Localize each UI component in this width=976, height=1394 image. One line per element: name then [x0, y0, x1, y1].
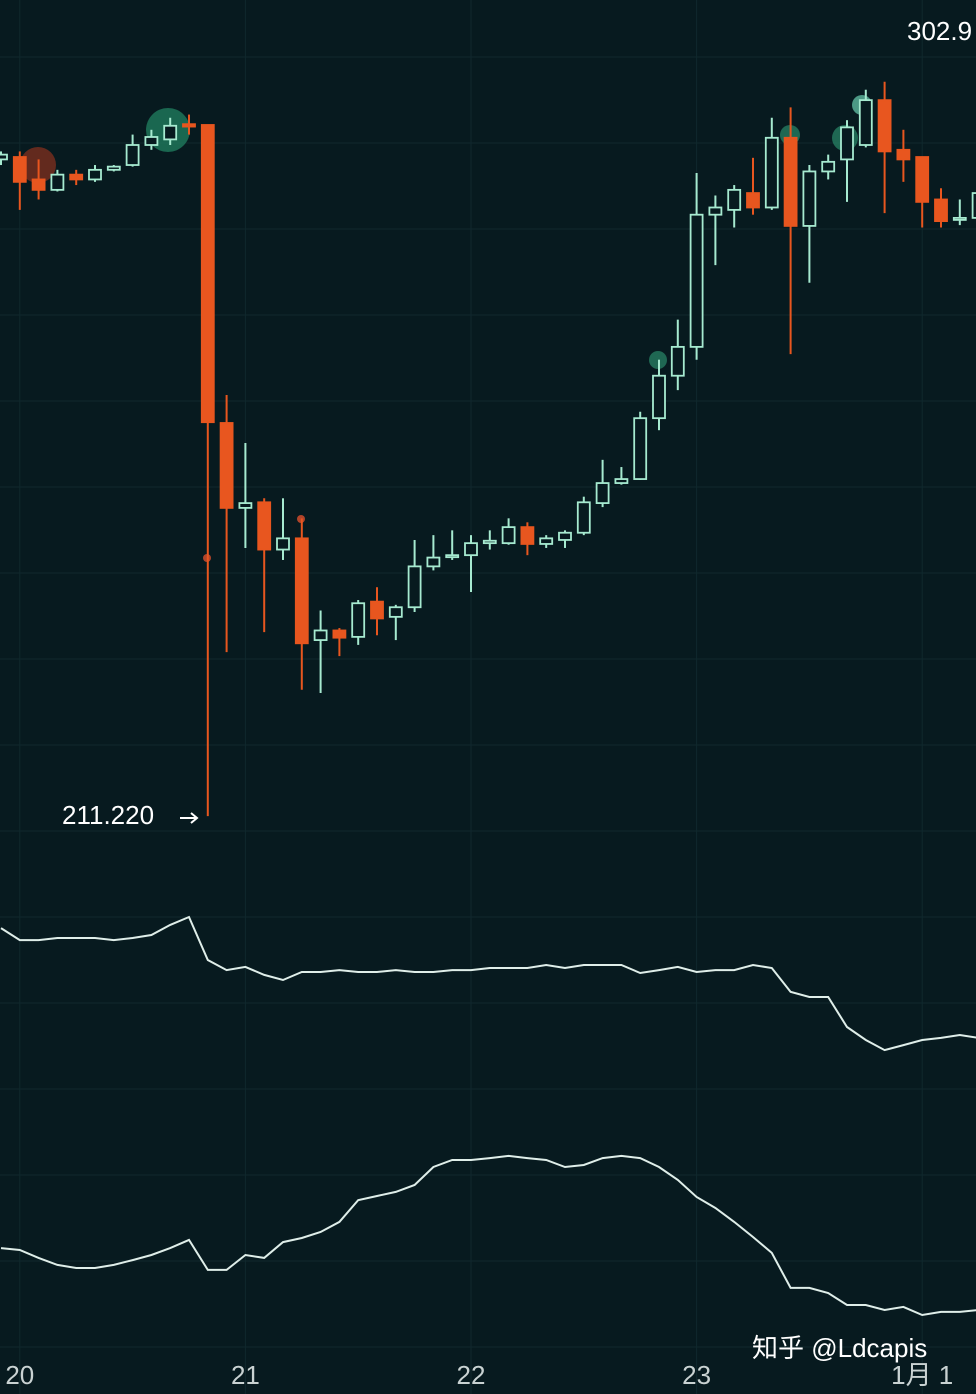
- candle-body: [482, 539, 497, 545]
- candle-body: [219, 422, 234, 509]
- candle-body: [934, 198, 948, 223]
- candle-body: [689, 213, 704, 348]
- indicator-line: [0, 915, 976, 1052]
- candle-body: [633, 417, 648, 480]
- candle-body: [182, 123, 196, 128]
- candle-body: [520, 526, 535, 545]
- candle-body: [31, 178, 46, 191]
- x-tick-label: 22: [457, 1360, 486, 1390]
- candle-body: [426, 556, 441, 568]
- candle-body: [313, 629, 328, 641]
- candle-body: [652, 374, 666, 420]
- candle-body: [915, 156, 930, 203]
- annotation: 211.220: [62, 800, 154, 830]
- candle-body: [501, 526, 516, 545]
- candle-body: [971, 192, 976, 219]
- x-tick-label: 20: [5, 1360, 34, 1390]
- candle-body: [896, 148, 911, 161]
- candle-body: [0, 153, 8, 161]
- annotation-arrow: [190, 812, 199, 824]
- candle-body: [708, 206, 723, 216]
- plot-area: 20 21 22 23 1月 1: [0, 81, 976, 1390]
- candle-body: [595, 482, 610, 504]
- candle-body: [802, 170, 817, 227]
- candle-body: [238, 502, 253, 509]
- candle-body: [746, 192, 760, 209]
- candle-body: [464, 542, 478, 557]
- candle-body: [276, 537, 290, 551]
- candle-body: [952, 217, 967, 221]
- candle-body: [69, 173, 84, 181]
- x-tick-label: 21: [231, 1360, 260, 1390]
- candle-body: [407, 565, 422, 609]
- candle-body: [200, 124, 215, 424]
- x-tick-label: 23: [682, 1360, 711, 1390]
- candle-body: [257, 501, 272, 551]
- candle-body: [125, 144, 140, 166]
- candle-body: [764, 136, 779, 209]
- candle-body: [614, 478, 629, 484]
- candle-body: [576, 501, 591, 534]
- candle-body: [163, 124, 178, 141]
- candle-body: [106, 165, 121, 171]
- candle-body: [539, 537, 554, 545]
- watermark: 知乎 @Ldcapis: [752, 1333, 927, 1363]
- candle-body: [332, 629, 347, 639]
- candle-body: [388, 606, 403, 618]
- candle-body: [821, 160, 836, 173]
- candle-body: [727, 188, 742, 211]
- candle-body: [877, 99, 892, 153]
- candle-body: [88, 168, 102, 181]
- indicator-line: [0, 1154, 976, 1317]
- candle-body: [50, 173, 65, 191]
- candle-body: [12, 156, 27, 183]
- candle-body: [558, 531, 572, 541]
- x-tick-label: 1月 1: [891, 1360, 953, 1390]
- candle-body: [144, 136, 159, 146]
- candle-body: [351, 602, 366, 638]
- candle-body: [370, 600, 384, 620]
- candle-body: [840, 126, 854, 161]
- candle-body: [783, 136, 798, 227]
- annotation: 302.9: [907, 16, 972, 46]
- candle-body: [670, 345, 685, 377]
- candle-body: [858, 99, 873, 146]
- candle-body: [294, 537, 309, 645]
- candle-body: [445, 554, 460, 559]
